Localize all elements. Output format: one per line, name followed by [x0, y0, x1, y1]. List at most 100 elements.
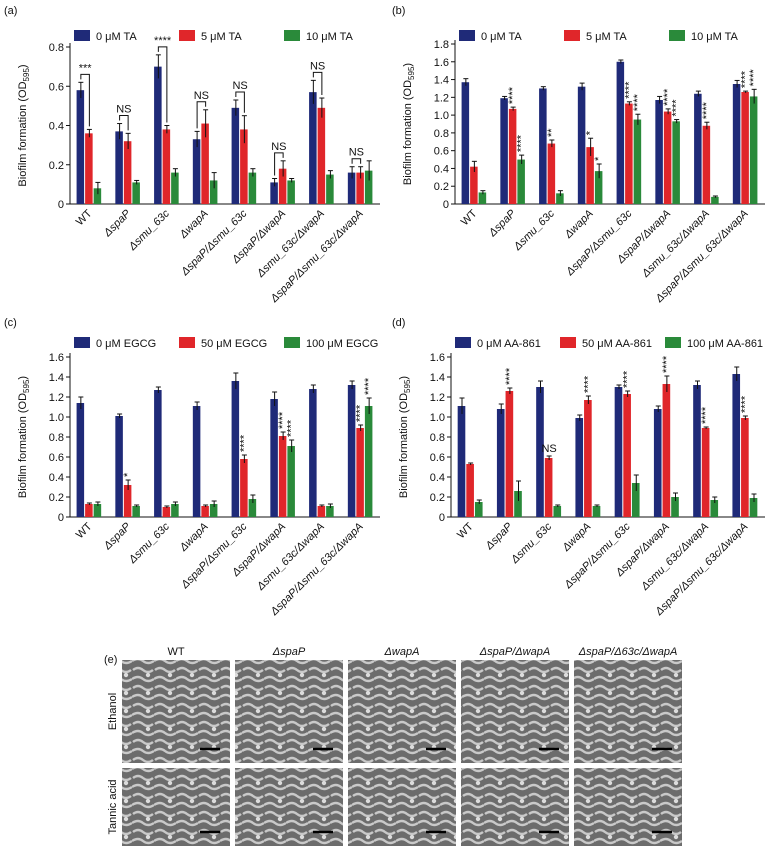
legend-label: 50 μM AA-861 [582, 338, 652, 350]
x-tick-label: Δsmu_63c/ΔwapA [638, 521, 711, 594]
bar [278, 168, 287, 204]
significance: * [585, 130, 597, 135]
bar [248, 172, 257, 204]
bracket [351, 158, 362, 164]
significance: ** [546, 128, 558, 137]
legend-swatch [455, 337, 471, 348]
bar [614, 387, 623, 517]
significance: NS [194, 90, 209, 102]
column-label: ΔspaP [272, 646, 306, 658]
error-bar [164, 505, 170, 508]
bar [364, 406, 373, 517]
error-bar [673, 492, 679, 501]
y-tick-label: 1.2 [430, 392, 445, 404]
error-bar [549, 139, 555, 148]
x-tick-label: ΔwapA [177, 521, 211, 555]
error-bar [172, 168, 178, 177]
sem-image [235, 660, 343, 763]
bar [154, 66, 162, 204]
bar [672, 121, 680, 204]
y-tick-label: 1.2 [49, 392, 64, 404]
legend-swatch [284, 337, 300, 348]
y-axis-label: Biofilm formation (OD595) [398, 376, 412, 498]
error-bar [588, 137, 594, 156]
error-bar [579, 82, 585, 91]
bar [710, 500, 719, 517]
bar [364, 170, 373, 204]
error-bar [194, 130, 200, 148]
bar [309, 92, 317, 204]
bar [474, 502, 483, 517]
error-bar [203, 109, 209, 138]
significance: **** [286, 419, 298, 437]
bar [171, 504, 179, 517]
bar [461, 82, 470, 204]
bar [671, 497, 679, 517]
legend-swatch [669, 30, 685, 41]
significance: **** [154, 35, 172, 47]
bar [171, 172, 179, 204]
error-bar [734, 366, 740, 381]
x-tick-label: WT [74, 207, 95, 228]
bar [209, 504, 218, 517]
x-tick-label: Δsmu_63c/ΔwapA [254, 521, 327, 594]
bar [655, 100, 663, 204]
error-bar [665, 108, 671, 115]
bar [201, 506, 209, 517]
error-bar [510, 106, 516, 111]
bar [732, 84, 741, 204]
error-bar [117, 123, 123, 140]
bar [347, 385, 356, 517]
error-bar [134, 504, 140, 507]
significance: **** [355, 404, 367, 422]
significance: **** [504, 367, 516, 385]
error-bar [480, 190, 486, 195]
bar [547, 143, 556, 204]
legend-label: 0 μM EGCG [96, 338, 156, 350]
significance: NS [310, 60, 325, 72]
x-tick-label: ΔwapA [177, 208, 211, 242]
x-tick-label: ΔwapA [562, 208, 596, 242]
bar [270, 399, 278, 517]
error-bar [507, 387, 513, 394]
y-tick-label: 0 [58, 512, 64, 524]
error-bar [594, 504, 600, 507]
error-bar [463, 78, 469, 86]
y-tick-label: 0.4 [49, 121, 64, 133]
error-bar [625, 390, 631, 397]
bar [192, 406, 201, 517]
legend-swatch [459, 30, 475, 41]
bar [575, 418, 584, 517]
error-bar [164, 125, 170, 134]
bar [749, 498, 758, 517]
legend-label: 50 μM EGCG [201, 338, 267, 350]
y-tick-label: 1.6 [49, 352, 64, 364]
significance: NS [541, 443, 556, 455]
bar [132, 506, 140, 517]
bar [702, 125, 711, 204]
significance: NS [232, 80, 247, 92]
error-bar [657, 95, 663, 104]
error-bar [712, 496, 718, 503]
error-bar [211, 172, 217, 189]
x-tick-label: Δsmu_63c [126, 207, 172, 253]
x-tick-label: ΔspaP/Δsmu_63c [178, 520, 249, 591]
significance: **** [623, 81, 635, 99]
x-tick-label: Δsmu_63c [126, 520, 172, 566]
sem-image [461, 768, 569, 846]
error-bar [366, 160, 372, 181]
y-tick-label: 0.6 [49, 81, 64, 93]
x-tick-label: Δsmu_63c/ΔwapA [639, 208, 712, 281]
bracket [157, 46, 168, 123]
x-tick-label: ΔspaP [486, 207, 519, 240]
error-bar [233, 99, 239, 116]
significance: **** [661, 355, 673, 373]
x-tick-label: ΔspaP/Δsmu_63c [563, 207, 634, 278]
bar [270, 182, 278, 204]
error-bar [742, 415, 748, 420]
error-bar [310, 384, 316, 393]
y-axis-label-end: ) [17, 376, 29, 380]
bar [231, 107, 240, 204]
significance: **** [740, 70, 752, 88]
error-bar [585, 395, 591, 404]
